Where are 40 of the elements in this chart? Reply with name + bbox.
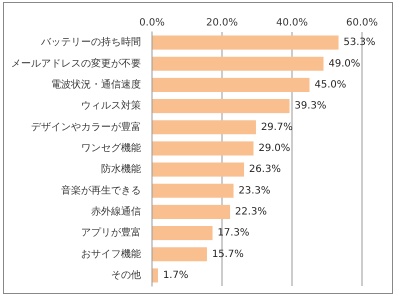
y-tick-label: ウィルス対策 xyxy=(81,100,141,112)
bar xyxy=(152,162,244,177)
bar xyxy=(152,268,158,282)
y-tick-label: 音楽が再生できる xyxy=(61,184,141,196)
data-label: 45.0% xyxy=(314,80,346,91)
y-tick-label: 防水機能 xyxy=(101,163,141,176)
y-tick-label: アプリが豊富 xyxy=(81,226,141,239)
data-label: 15.7% xyxy=(212,248,244,260)
y-tick-label: ワンセグ機能 xyxy=(81,142,141,154)
bar xyxy=(152,36,339,50)
bar xyxy=(152,99,290,114)
y-tick-label: バッテリーの持ち時間 xyxy=(40,36,141,48)
y-tick-label: デザインやカラーが豊富 xyxy=(31,120,141,133)
data-label: 49.0% xyxy=(328,58,360,70)
x-tick-label: 0.0% xyxy=(139,18,165,29)
bar xyxy=(152,78,310,92)
y-tick-label: 赤外線通信 xyxy=(91,206,141,218)
data-label: 22.3% xyxy=(235,206,267,218)
bar xyxy=(152,56,324,71)
bar xyxy=(152,226,213,240)
data-label: 23.3% xyxy=(238,185,270,196)
bar xyxy=(152,120,256,134)
y-tick-label: おサイフ機能 xyxy=(81,248,141,260)
y-tick-label: 電波状況・通信速度 xyxy=(51,78,141,91)
bar xyxy=(152,247,207,262)
bar xyxy=(152,141,254,156)
data-label: 26.3% xyxy=(249,164,281,176)
data-label: 29.0% xyxy=(258,143,290,154)
data-label: 39.3% xyxy=(294,100,326,112)
data-label: 17.3% xyxy=(218,228,250,239)
bar xyxy=(152,184,234,198)
y-tick-label: メールアドレスの変更が不要 xyxy=(11,57,141,70)
bar xyxy=(152,204,230,219)
x-tick-label: 60.0% xyxy=(346,18,378,29)
data-label: 29.7% xyxy=(260,122,293,133)
x-tick-label: 20.0% xyxy=(206,18,238,29)
x-tick-label: 40.0% xyxy=(276,18,308,29)
data-label: 1.7% xyxy=(162,270,188,282)
y-tick-label: その他 xyxy=(111,269,141,282)
data-label: 53.3% xyxy=(344,37,376,48)
